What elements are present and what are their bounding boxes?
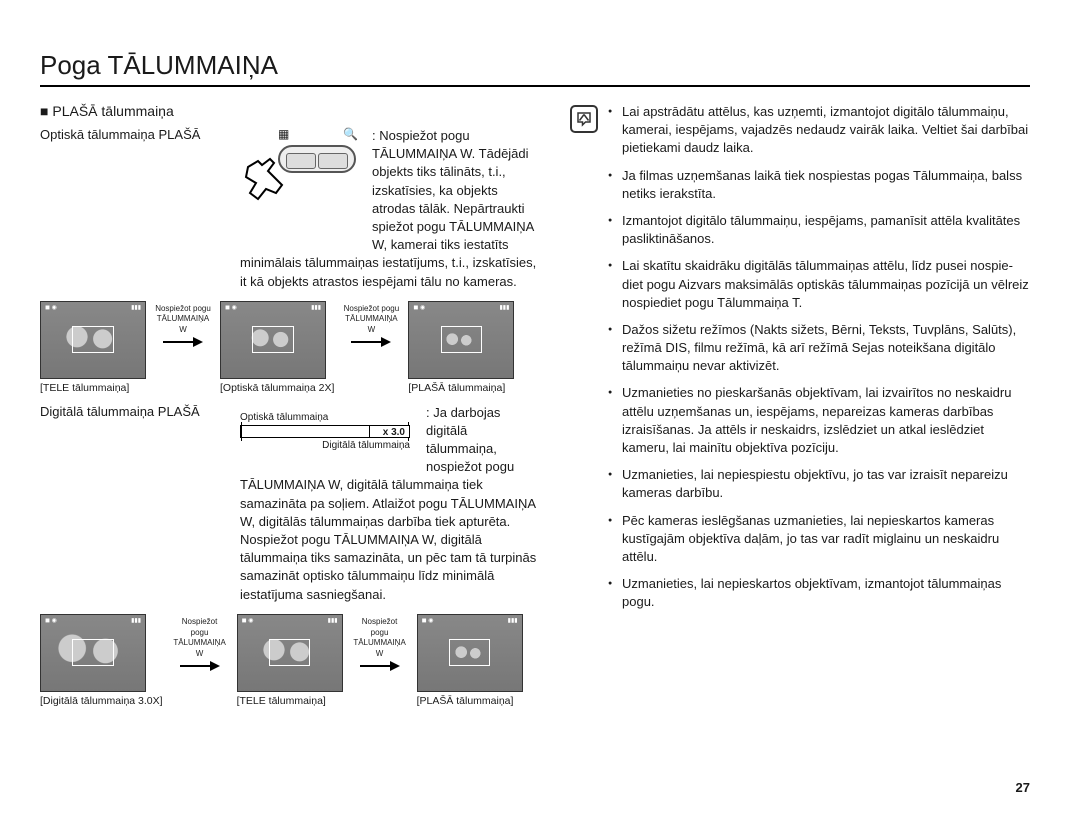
- note-item: Izmantojot digitālo tālummaiņu, iespējam…: [608, 212, 1030, 248]
- tele-thumb-2: ◼ ◉▮▮▮: [237, 614, 343, 692]
- note-item: Uzmanieties no pieskaršanās objektīvam, …: [608, 384, 1030, 457]
- arrow-2a: Nospiežot pogu TĀLUMMAIŅA W: [167, 614, 233, 671]
- wide-caption-1: [PLAŠĀ tālummaiņa]: [408, 382, 514, 394]
- optical-2x-caption: [Optiskā tālummaiņa 2X]: [220, 382, 334, 394]
- page-number: 27: [1016, 780, 1030, 795]
- note-item: Lai apstrādātu attēlus, kas uzņemti, izm…: [608, 103, 1030, 158]
- digital-3x-caption: [Digitālā tālummaiņa 3.0X]: [40, 695, 163, 707]
- wide-zoom-icon: ▦: [278, 127, 289, 141]
- digital-3x-thumb: ◼ ◉▮▮▮: [40, 614, 146, 692]
- wide-caption-2: [PLAŠĀ tālummaiņa]: [417, 695, 523, 707]
- arrow-1a: Nospiežot pogu TĀLUMMAIŅA W: [150, 301, 216, 347]
- left-column: PLAŠĀ tālummaiņa Optiskā tālummaiņa PLAŠ…: [40, 103, 540, 713]
- wide-zoom-heading: PLAŠĀ tālummaiņa: [40, 103, 540, 119]
- note-item: Pēc kameras ieslēgšanas uzmanieties, lai…: [608, 512, 1030, 567]
- thumbnail-row-2: ◼ ◉▮▮▮ [Digitālā tālummaiņa 3.0X] Nospie…: [40, 614, 540, 707]
- scale-top-label: Optiskā tālummaiņa: [240, 412, 410, 423]
- tele-caption-1: [TELE tālummaiņa]: [40, 382, 146, 394]
- page-title: Poga TĀLUMMAIŅA: [40, 50, 1030, 87]
- digital-zoom-row: Digitālā tālummaiņa PLAŠĀ Optiskā tālumm…: [40, 404, 540, 604]
- optical-zoom-label: Optiskā tālummaiņa PLAŠĀ: [40, 127, 240, 291]
- wide-thumb-1: ◼ ◉▮▮▮: [408, 301, 514, 379]
- digital-zoom-label: Digitālā tālummaiņa PLAŠĀ: [40, 404, 240, 604]
- right-column: Lai apstrādātu attēlus, kas uzņemti, izm…: [570, 103, 1030, 713]
- scale-bottom-label: Digitālā tālummaiņa: [240, 440, 410, 451]
- arrow-1b: Nospiežot pogu TĀLUMMAIŅA W: [338, 301, 404, 347]
- zoom-button-diagram: ▦ 🔍: [240, 127, 360, 247]
- tele-caption-2: [TELE tālummaiņa]: [237, 695, 343, 707]
- zoom-scale-diagram: Optiskā tālummaiņa x 3.0 Digitālā tālumm…: [240, 412, 410, 451]
- optical-2x-thumb: ◼ ◉▮▮▮: [220, 301, 326, 379]
- optical-zoom-row: Optiskā tālummaiņa PLAŠĀ ▦ 🔍 : Nospiežot…: [40, 127, 540, 291]
- notes-list: Lai apstrādātu attēlus, kas uzņemti, izm…: [608, 103, 1030, 621]
- thumbnail-row-1: ◼ ◉▮▮▮ [TELE tālummaiņa] Nospiežot pogu …: [40, 301, 540, 394]
- tele-thumb-1: ◼ ◉▮▮▮: [40, 301, 146, 379]
- note-item: Dažos sižetu režīmos (Nakts sižets, Bērn…: [608, 321, 1030, 376]
- scale-value: x 3.0: [383, 426, 405, 439]
- wide-thumb-2: ◼ ◉▮▮▮: [417, 614, 523, 692]
- magnifier-icon: 🔍: [343, 127, 358, 141]
- note-item: Uzmanieties, lai nepiespiestu objektīvu,…: [608, 466, 1030, 502]
- arrow-2b: Nospiežot pogu TĀLUMMAIŅA W: [347, 614, 413, 671]
- note-item: Ja filmas uzņemšanas laikā tiek nospiest…: [608, 167, 1030, 203]
- note-icon: [570, 105, 598, 133]
- note-item: Uzmanieties, lai nepieskartos objektīvam…: [608, 575, 1030, 611]
- note-item: Lai skatītu skaidrāku digitālās tālummai…: [608, 257, 1030, 312]
- hand-icon: [240, 155, 290, 205]
